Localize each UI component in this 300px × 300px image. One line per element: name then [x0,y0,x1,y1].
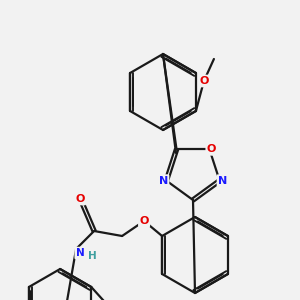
Text: O: O [140,216,149,226]
Text: O: O [199,76,208,86]
Text: O: O [75,194,85,204]
Text: N: N [159,176,168,186]
Text: O: O [207,144,216,154]
Text: H: H [88,251,97,261]
Text: N: N [76,248,85,258]
Text: N: N [218,176,227,186]
